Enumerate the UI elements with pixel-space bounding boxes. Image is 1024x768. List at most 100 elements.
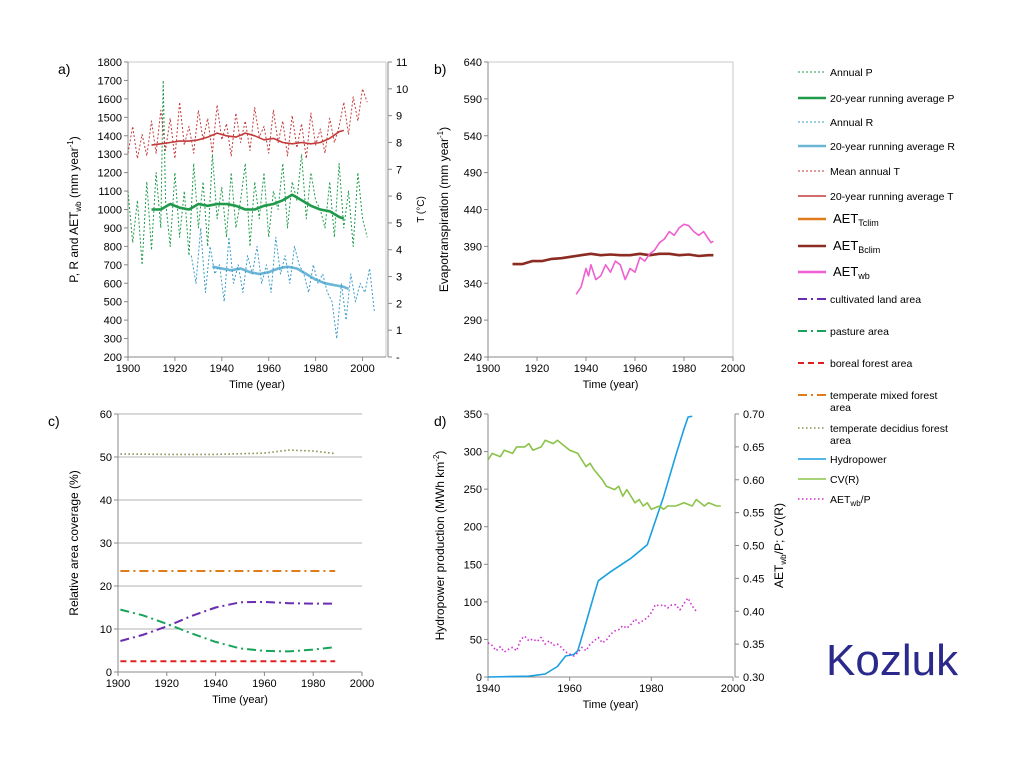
legend-item-cvr: CV(R) [798,474,859,486]
y-tick-label: 1000 [98,205,122,217]
x-tick-label: 1980 [672,363,696,375]
x-axis-title: Time (year) [229,379,285,391]
legend-item-mean-t: Mean annual T [798,166,900,178]
y2-tick-label: 0.30 [743,672,764,684]
y-tick-label: 30 [100,538,112,550]
legend-item-run-t: 20-year running average T [798,191,954,203]
x-tick-label: 1940 [476,683,500,695]
x-tick-label: 1980 [639,683,663,695]
legend-label: AETBclim [833,238,880,255]
legend-label: AETwb/P [830,494,871,508]
y2-tick-label: - [396,352,400,364]
x-tick-label: 1980 [303,363,327,375]
y-tick-label: 1200 [98,168,122,180]
legend-label: Annual R [830,117,874,129]
series-line-aetwb-p [487,597,697,657]
y2-tick-label: 0.55 [743,508,764,520]
legend-label-line2: area [830,435,851,447]
y2-tick-label: 11 [396,57,407,69]
legend-item-aet-tclim: AETTclim [798,211,879,228]
legend-label: AETTclim [833,211,879,228]
y-tick-label: 800 [104,241,122,253]
legend-label: temperate mixed forest [830,390,937,402]
legend-label: CV(R) [830,474,859,486]
y-tick-label: 0 [106,667,112,679]
legend-item-aetwb-p: AETwb/P [798,494,871,508]
y2-tick-label: 8 [396,137,402,149]
series-line-cultivated-land-area [120,600,336,642]
y2-tick-label: 0.40 [743,606,764,618]
y2-tick-label: 7 [396,164,402,176]
series-line-20-year-running-average-t [151,129,345,146]
y-tick-label: 300 [104,334,122,346]
x-tick-label: 1960 [557,683,581,695]
y-tick-label: 290 [464,315,482,327]
x-tick-label: 1920 [525,363,549,375]
y-tick-label: 340 [464,278,482,290]
y-tick-label: 150 [464,559,482,571]
chart-panel-b: 240 290 340 390 440 490 540 590 640 1900 1920 1940 1… [434,57,745,391]
legend-label: 20-year running average T [830,191,954,203]
y-tick-label: 40 [100,495,112,507]
site-title: Kozluk [826,636,959,685]
legend-label: temperate decidius forest [830,423,948,435]
x-tick-label: 2000 [350,678,374,690]
x-tick-label: 1900 [106,678,130,690]
legend-item-hydropower: Hydropower [798,454,887,466]
x-tick-label: 1960 [623,363,647,375]
y-axis-title: Relative area coverage (%) [67,470,81,615]
legend-item-annual-p: Annual P [798,67,873,79]
y2-tick-label: 9 [396,111,402,123]
y-tick-label: 700 [104,260,122,272]
y-tick-label: 500 [104,297,122,309]
panel-label: b) [434,61,446,77]
y2-tick-label: 2 [396,298,402,310]
y-axis-title: Evapotranspiration (mm year-1) [436,127,451,292]
y-tick-label: 10 [100,624,112,636]
series-line-aetwb [575,223,714,295]
y-tick-label: 590 [464,94,482,106]
panel-label: d) [434,413,446,429]
y2-tick-label: 0.35 [743,639,764,651]
y-tick-label: 1600 [98,94,122,106]
legend-item-annual-r: Annual R [798,117,874,129]
x-tick-label: 1980 [301,678,325,690]
y-tick-label: 1100 [98,186,122,198]
y-tick-label: 240 [464,352,482,364]
y2-tick-label: 0.50 [743,541,764,553]
x-tick-label: 1920 [155,678,179,690]
y-tick-label: 1700 [98,75,122,87]
chart-panel-a: 200 300 400 500 600 700 800 900 1000 1100 1200 1300… [58,57,427,391]
legend-label: pasture area [830,326,889,338]
legend-label-line2: area [830,402,851,414]
y2-axis-title: T (°C) [416,196,427,223]
y2-tick-label: 0.65 [743,442,764,454]
y2-tick-label: 1 [396,325,402,337]
y-tick-label: 200 [104,352,122,364]
x-tick-label: 2000 [350,363,374,375]
y2-tick-label: 6 [396,191,402,203]
x-tick-label: 1940 [203,678,227,690]
y2-tick-label: 0.60 [743,475,764,487]
y-tick-label: 1400 [98,131,122,143]
x-tick-label: 1940 [574,363,598,375]
y-axis-title: Hydropower production (MWh km-2) [432,451,447,641]
legend-item-aet-bclim: AETBclim [798,238,880,255]
chart-panel-d: 0 50 100 150 200 250 300 350 1940 1960 1980 2000 Tim… [432,409,788,711]
y2-tick-label: 0.70 [743,409,764,421]
series-line-annual-p [127,79,368,266]
y-tick-label: 350 [464,409,482,421]
x-axis-title: Time (year) [212,694,268,706]
x-tick-label: 1960 [256,363,280,375]
panel-label: c) [48,413,60,429]
y-tick-label: 490 [464,168,482,180]
legend-item-boreal: boreal forest area [798,358,912,370]
y-tick-label: 390 [464,241,482,253]
legend-item-pasture: pasture area [798,326,889,338]
y2-tick-label: 0.45 [743,573,764,585]
y-tick-label: 100 [464,597,482,609]
series-line-20-year-running-average-r [212,265,349,291]
y2-axis-title: AETwb/P; CV(R) [772,503,788,588]
legend-label: 20-year running average P [830,93,954,105]
